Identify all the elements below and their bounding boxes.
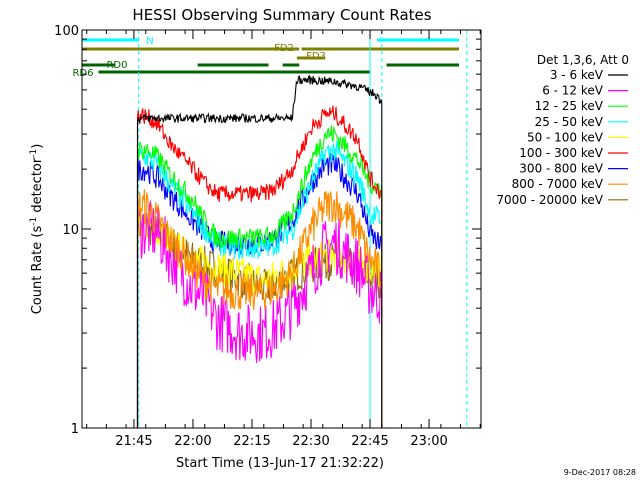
y-axis-label-prefix: Count Rate (s [30,226,45,315]
x-tick-label-3: 22:30 [292,434,329,449]
legend-label-6-12-kev: 6 - 12 keV [542,84,604,98]
flag-label-fd2: FD2 [274,43,294,54]
flag-label-rd6: RD6 [72,68,93,79]
legend-title: Det 1,3,6, Att 0 [537,53,629,67]
legend-label-12-25-kev: 12 - 25 keV [535,99,604,113]
legend-label-7000-20000-kev: 7000 - 20000 keV [496,193,603,207]
legend-label-100-300-kev: 100 - 300 keV [519,146,603,160]
chart-title: HESSI Observing Summary Count Rates [132,6,431,24]
y-tick-label-0: 1 [71,422,79,437]
flag-bars: N FD2 FD3 RD0 RD6 [72,36,459,79]
x-axis-label: Start Time (13-Jun-17 21:32:22) [176,456,384,471]
legend-label-25-50-kev: 25 - 50 keV [535,115,604,129]
y-axis-label-sup2: -1 [29,149,39,158]
footer-timestamp: 9-Dec-2017 08:28 [564,468,636,477]
x-tick-label-5: 23:00 [410,434,447,449]
series-line-3-6-kev [136,74,383,428]
x-tick-label-0: 21:45 [115,434,152,449]
flag-label-fd3: FD3 [306,51,326,62]
legend-label-800-7000-kev: 800 - 7000 keV [512,177,604,191]
y-tick-label-2: 100 [54,24,79,39]
y-axis-label-suffix: detector [30,157,45,217]
series-line-12-25-kev [136,125,383,428]
series-line-100-300-kev [136,105,383,428]
axis-ticks: 21:45 22:00 22:15 22:30 22:45 23:00 1 10 100 [54,24,481,449]
series-line-800-7000-kev [136,189,383,428]
y-axis-label: Count Rate (s-1 detector-1) [29,144,45,315]
legend-label-50-100-kev: 50 - 100 keV [527,130,604,144]
flag-label-n: N [146,36,153,47]
x-tick-label-4: 22:45 [351,434,388,449]
x-tick-label-2: 22:15 [233,434,270,449]
legend-label-3-6-kev: 3 - 6 keV [550,68,604,82]
series-lines [136,74,383,428]
y-axis-label-end: ) [30,144,45,149]
x-tick-label-1: 22:00 [174,434,211,449]
flag-label-rd0: RD0 [106,60,127,71]
legend-label-300-800-kev: 300 - 800 keV [519,162,603,176]
y-axis-label-sup: -1 [29,217,39,226]
y-tick-label-1: 10 [62,223,79,238]
